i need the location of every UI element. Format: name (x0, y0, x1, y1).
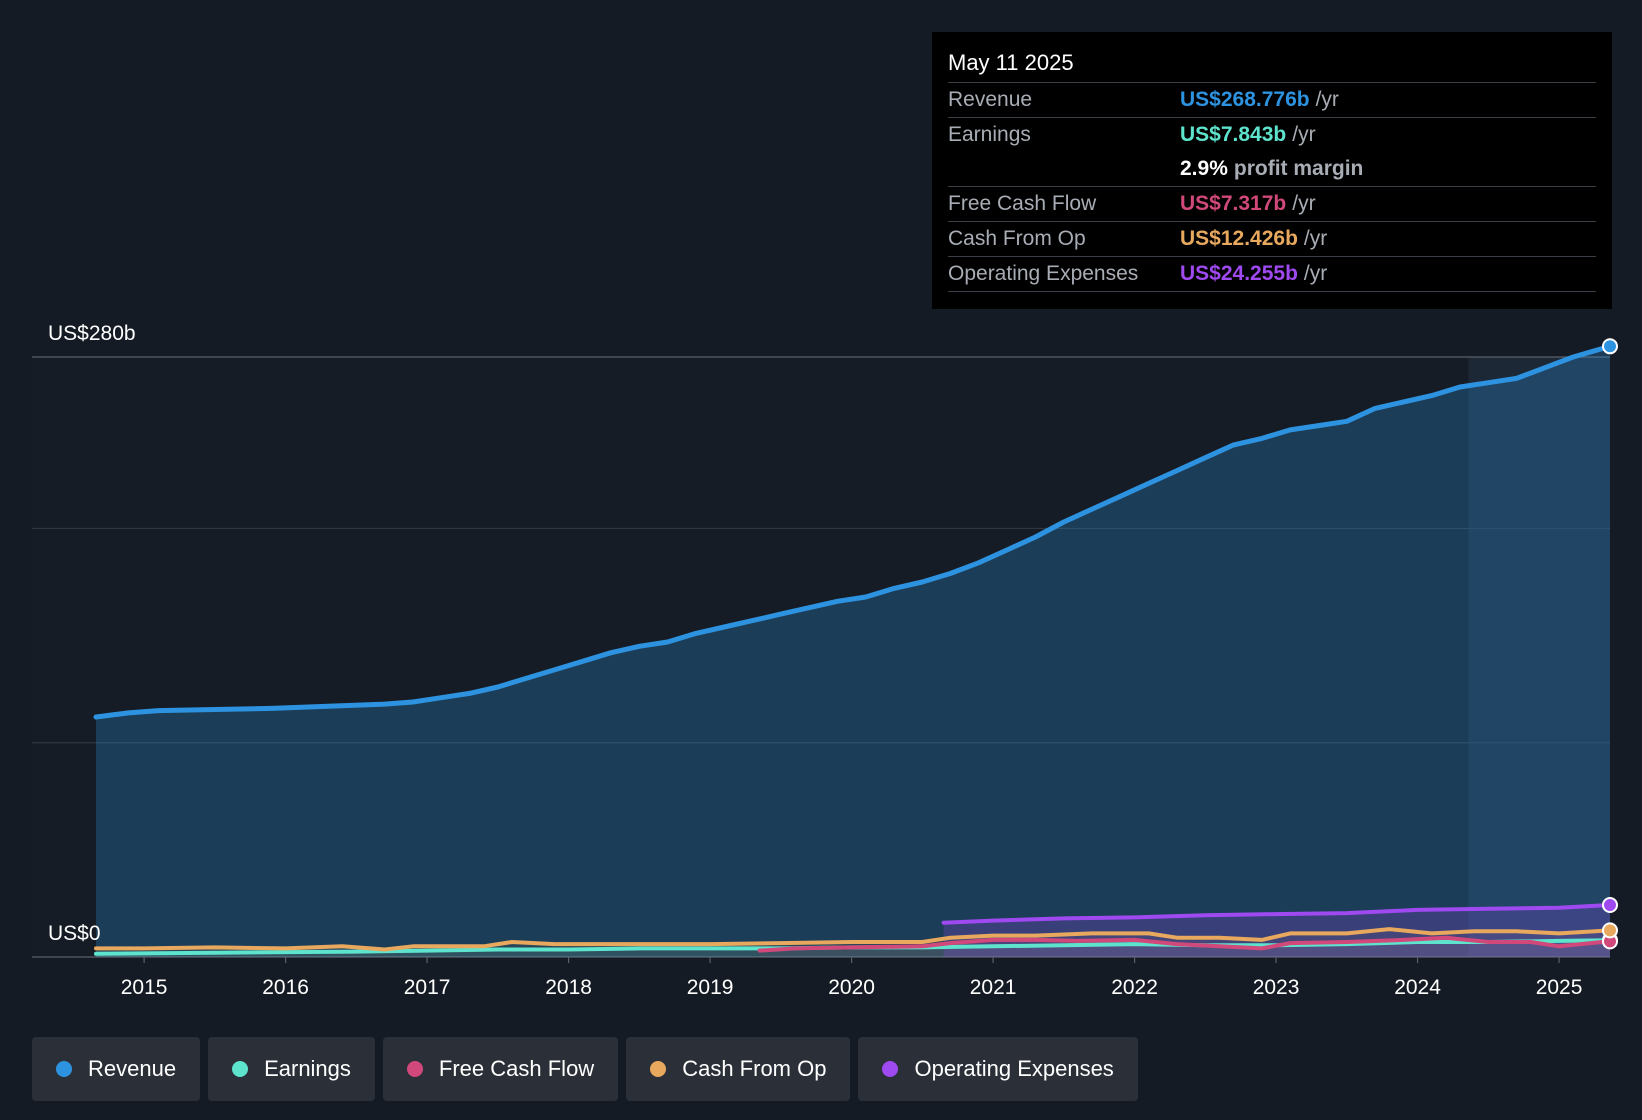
legend-label: Operating Expenses (914, 1056, 1114, 1081)
tooltip-row-profit-margin: 2.9% profit margin (948, 152, 1596, 186)
operating-expenses-end-marker (1602, 897, 1618, 914)
tooltip-value: 2.9% (1180, 157, 1228, 180)
plot-background (32, 357, 1610, 957)
tooltip-unit: /yr (1303, 262, 1328, 285)
tooltip-date: May 11 2025 (948, 50, 1074, 75)
legend-item-cash-from-op[interactable]: Cash From Op (626, 1037, 851, 1101)
tooltip-panel: May 11 2025 Revenue US$268.776b /yr Earn… (932, 32, 1612, 309)
x-tick-label: 2018 (545, 976, 592, 999)
chart-legend: Revenue Earnings Free Cash Flow Cash Fro… (32, 1037, 1138, 1101)
x-tick-label: 2015 (121, 976, 168, 999)
tooltip-row-operating-expenses: Operating Expenses US$24.255b /yr (948, 256, 1596, 291)
cash-from-op-end-marker (1602, 922, 1618, 939)
tooltip-unit: /yr (1292, 123, 1316, 146)
revenue-area (96, 346, 1610, 957)
tooltip-value: US$268.776b (1180, 88, 1310, 111)
tooltip-value: US$7.317b (1180, 192, 1287, 215)
tooltip-label: Revenue (948, 88, 1033, 111)
x-tick-label: 2023 (1253, 976, 1300, 999)
operating-expenses-line (941, 903, 1612, 925)
tooltip-value: US$7.843b (1180, 123, 1287, 146)
legend-label: Cash From Op (682, 1056, 827, 1081)
tooltip-value: US$12.426b (1180, 227, 1298, 250)
tooltip-label: Operating Expenses (948, 262, 1139, 285)
x-tick-label: 2017 (404, 976, 451, 999)
x-tick-label: 2021 (970, 976, 1017, 999)
x-tick-label: 2022 (1111, 976, 1158, 999)
legend-item-operating-expenses[interactable]: Operating Expenses (858, 1037, 1138, 1101)
earnings-dot-icon (232, 1061, 249, 1077)
x-tick-label: 2016 (262, 976, 309, 999)
recent-period-band (1468, 357, 1610, 957)
tooltip-label: Cash From Op (948, 227, 1086, 250)
tooltip-row-revenue: Revenue US$268.776b /yr (948, 82, 1596, 117)
free-cash-flow-line (757, 935, 1612, 953)
legend-label: Revenue (88, 1056, 177, 1081)
tooltip-row-earnings: Earnings US$7.843b /yr (948, 117, 1596, 152)
legend-label: Free Cash Flow (438, 1056, 595, 1081)
operating-expenses-dot-icon (882, 1061, 899, 1077)
legend-item-earnings[interactable]: Earnings (208, 1037, 375, 1101)
x-tick-label: 2019 (687, 976, 734, 999)
legend-label: Earnings (264, 1056, 351, 1081)
cash-from-op-dot-icon (650, 1061, 667, 1077)
x-tick-label: 2024 (1394, 976, 1441, 999)
tooltip-row-cash-from-op: Cash From Op US$12.426b /yr (948, 221, 1596, 256)
tooltip-unit: /yr (1292, 192, 1316, 215)
legend-item-revenue[interactable]: Revenue (32, 1037, 201, 1101)
tooltip-divider (948, 291, 1596, 293)
revenue-dot-icon (56, 1061, 72, 1077)
tooltip-label: Free Cash Flow (948, 192, 1097, 215)
tooltip-unit: /yr (1303, 227, 1328, 250)
x-tick-label: 2020 (828, 976, 875, 999)
legend-item-free-cash-flow[interactable]: Free Cash Flow (382, 1037, 619, 1101)
y-axis-min-label: US$0 (48, 922, 101, 945)
y-axis-max-label: US$280b (48, 322, 136, 345)
tooltip-unit: /yr (1315, 88, 1339, 111)
tooltip-unit: profit margin (1233, 157, 1364, 180)
free-cash-flow-dot-icon (406, 1061, 423, 1077)
revenue-line (93, 343, 1613, 720)
x-tick-label: 2025 (1536, 976, 1583, 999)
tooltip-label: Earnings (948, 123, 1031, 146)
revenue-end-marker (1602, 338, 1618, 355)
cash-from-op-line (94, 927, 1612, 952)
tooltip-row-free-cash-flow: Free Cash Flow US$7.317b /yr (948, 186, 1596, 221)
tooltip-value: US$24.255b (1180, 262, 1298, 285)
